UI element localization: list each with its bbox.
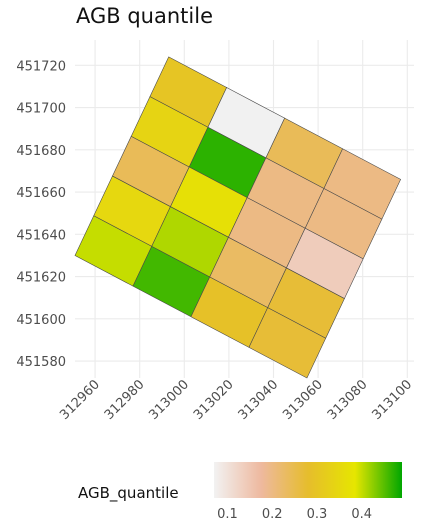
y-tick-label: 451620 [16,271,66,286]
x-tick-label: 313100 [369,377,415,423]
legend-title: AGB_quantile [78,484,179,502]
y-tick-label: 451700 [16,102,66,117]
x-tick-label: 313080 [325,377,371,423]
x-axis-ticks: 3129603129803130003130203130403130603130… [57,377,415,423]
legend-tick-label: 0.2 [261,507,283,522]
y-tick-label: 451580 [16,355,66,370]
legend-tick [272,498,274,504]
legend-tick [316,498,318,504]
y-tick-label: 451660 [16,186,66,201]
x-tick-label: 312980 [102,377,148,423]
x-tick-label: 313040 [236,377,282,423]
x-tick-label: 313020 [191,377,237,423]
legend-colorbar [214,462,402,498]
x-tick-label: 313000 [146,377,192,423]
raster-cell [248,307,327,379]
y-tick-label: 451600 [16,313,66,328]
legend-tick [227,498,229,504]
x-tick-label: 312960 [57,377,103,423]
legend-tick-label: 0.1 [217,507,238,522]
legend-tick [361,498,363,504]
legend-tick-label: 0.4 [351,507,373,522]
legend-tick-label: 0.3 [306,507,328,522]
chart-title: AGB quantile [76,4,213,28]
legend-tick-marks [214,498,402,506]
y-axis-ticks: 451720 451700 451680 451660 451640 451620 4516… [16,59,66,370]
raster-cells [74,56,402,379]
y-tick-label: 451680 [16,144,66,159]
y-tick-label: 451640 [16,228,66,243]
x-tick-label: 313060 [280,377,326,423]
y-tick-label: 451720 [16,59,66,74]
